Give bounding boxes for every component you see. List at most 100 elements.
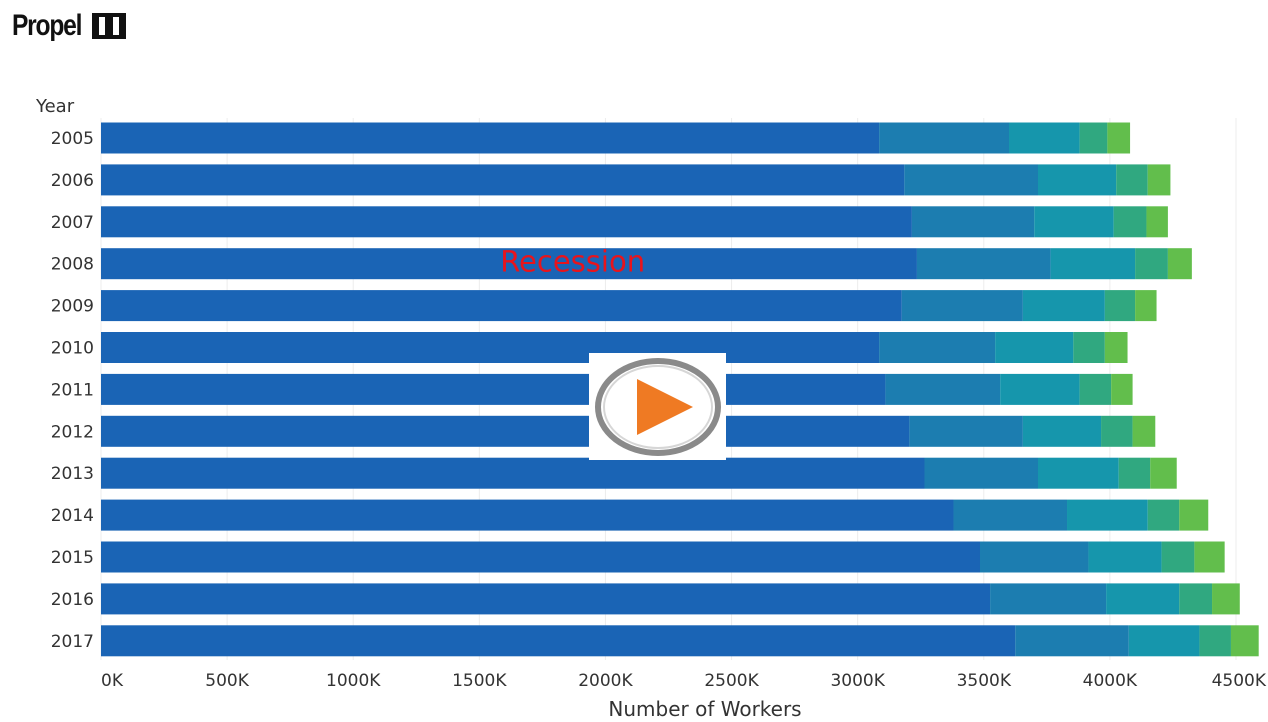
bar-segment <box>101 541 980 573</box>
propel-logo: Propel <box>12 6 127 46</box>
bar-segment <box>1104 290 1136 322</box>
y-tick-label: 2015 <box>51 548 94 568</box>
x-tick-label: 2500K <box>704 671 759 691</box>
bar-segment <box>1009 122 1080 154</box>
bar-segment <box>101 164 905 196</box>
bar-segment <box>1107 122 1131 154</box>
bar-segment <box>1067 499 1148 531</box>
bar-segment <box>1022 415 1102 447</box>
bar-segment <box>1212 583 1240 615</box>
x-tick-label: 4500K <box>1212 671 1267 691</box>
bar-segment <box>101 122 880 154</box>
recession-annotation: Recession <box>500 245 645 279</box>
y-tick-label: 2016 <box>51 590 94 610</box>
play-button[interactable] <box>589 353 726 460</box>
bar-segment <box>1022 290 1105 322</box>
bar-segment <box>1147 499 1180 531</box>
bar-segment <box>1079 373 1112 405</box>
bar-segment <box>1167 248 1192 280</box>
x-tick-label: 1000K <box>326 671 381 691</box>
x-tick-label: 2000K <box>578 671 633 691</box>
x-tick-label: 3000K <box>830 671 885 691</box>
bar-segment <box>101 499 954 531</box>
bar-segment <box>990 583 1107 615</box>
bar-segment <box>1050 248 1136 280</box>
y-tick-label: 2005 <box>51 129 94 149</box>
x-axis-title: Number of Workers <box>608 697 801 721</box>
y-tick-labels: 2005 2006 2007 2008 2009 2010 2011 2012 2013 2014… <box>51 129 94 652</box>
bar-segment <box>1135 290 1157 322</box>
bar-segment <box>1113 206 1147 238</box>
bar-segment <box>1135 248 1168 280</box>
bar-segment <box>1150 457 1177 489</box>
bar-segment <box>1128 625 1200 657</box>
bar-segment <box>1000 373 1080 405</box>
bar-segment <box>879 122 1009 154</box>
bar-segment <box>901 290 1023 322</box>
bar-segment <box>1199 625 1231 657</box>
y-tick-label: 2012 <box>51 422 94 442</box>
bar-segment <box>101 332 880 363</box>
y-tick-label: 2006 <box>51 171 94 191</box>
y-tick-label: 2008 <box>51 255 94 275</box>
y-tick-label: 2011 <box>51 380 94 400</box>
bar-segment <box>924 457 1039 489</box>
bar-segment <box>953 499 1068 531</box>
bar-segment <box>1079 122 1108 154</box>
bar-segment <box>1038 457 1119 489</box>
bar-segment <box>1132 415 1156 447</box>
x-tick-labels: 0K 500K 1000K 1500K 2000K 2500K 3000K 3500K 4000… <box>101 671 1267 691</box>
logo-mark-icon <box>92 13 127 39</box>
bar-segment <box>1104 332 1128 363</box>
logo-text: Propel <box>12 9 82 42</box>
bar-segment <box>1118 457 1151 489</box>
x-tick-label: 3500K <box>957 671 1012 691</box>
annotations: Recession <box>500 245 645 279</box>
bar-segment <box>1015 625 1129 657</box>
bar-segment <box>879 332 996 363</box>
play-icon <box>594 357 721 456</box>
y-axis-title: Year <box>35 96 75 117</box>
x-tick-label: 1500K <box>452 671 507 691</box>
bar-segment <box>1230 625 1259 657</box>
bar-segment <box>1106 583 1180 615</box>
bar-segment <box>1111 373 1133 405</box>
y-tick-label: 2009 <box>51 297 94 317</box>
bar-segment <box>101 248 917 280</box>
bars <box>101 122 1259 657</box>
bar-segment <box>101 415 910 447</box>
y-tick-label: 2014 <box>51 506 94 526</box>
bar-segment <box>1116 164 1148 196</box>
bar-segment <box>101 373 886 405</box>
bar-segment <box>1194 541 1225 573</box>
bar-segment <box>1146 206 1168 238</box>
bar-segment <box>979 541 1089 573</box>
bar-segment <box>1088 541 1162 573</box>
y-tick-label: 2007 <box>51 213 94 233</box>
bar-segment <box>101 457 925 489</box>
bar-segment <box>1179 499 1209 531</box>
bar-segment <box>1038 164 1117 196</box>
y-tick-label: 2013 <box>51 464 94 484</box>
x-tick-label: 0K <box>101 671 124 691</box>
bar-segment <box>1147 164 1171 196</box>
bar-segment <box>1101 415 1133 447</box>
y-tick-label: 2017 <box>51 632 94 652</box>
bar-segment <box>1034 206 1114 238</box>
x-tick-label: 4000K <box>1083 671 1138 691</box>
x-tick-label: 500K <box>205 671 249 691</box>
bar-segment <box>1179 583 1213 615</box>
bar-segment <box>1161 541 1195 573</box>
bar-segment <box>904 164 1039 196</box>
bar-segment <box>101 290 902 322</box>
bar-segment <box>101 625 1016 657</box>
bar-segment <box>911 206 1035 238</box>
bar-segment <box>101 206 912 238</box>
bar-segment <box>909 415 1023 447</box>
bar-segment <box>101 583 991 615</box>
y-tick-label: 2010 <box>51 339 94 359</box>
bar-segment <box>885 373 1001 405</box>
bar-segment <box>1073 332 1105 363</box>
bar-segment <box>995 332 1074 363</box>
